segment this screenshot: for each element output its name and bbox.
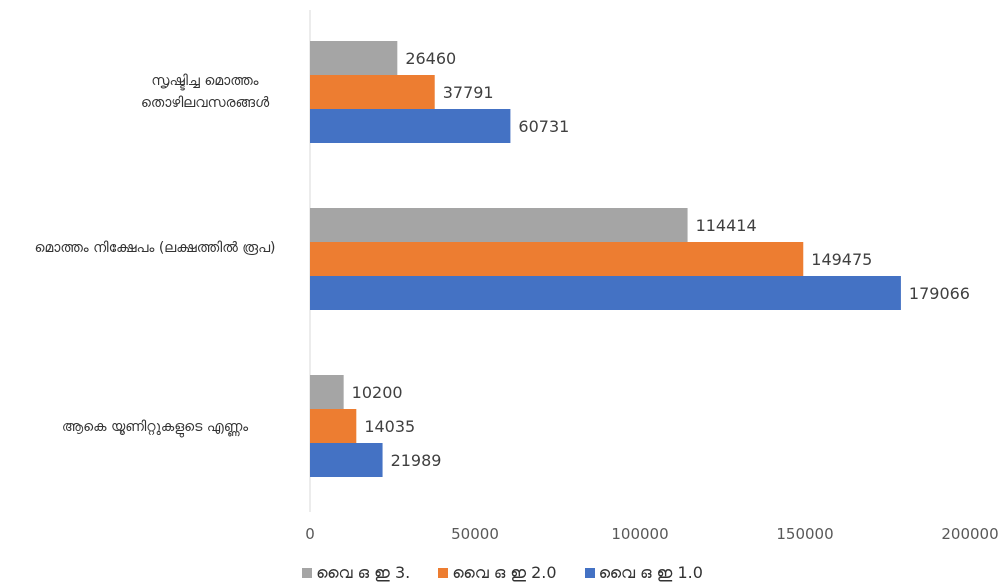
x-tick-label-2: 100000 xyxy=(611,525,668,543)
x-tick-label-3: 150000 xyxy=(776,525,833,543)
bar-1-0 xyxy=(310,208,688,242)
bar-1-2 xyxy=(310,276,901,310)
legend-swatch-yoe-1 xyxy=(584,568,595,578)
data-label-0-0: 26460 xyxy=(405,49,456,68)
data-label-2-1: 14035 xyxy=(364,417,415,436)
category-label-investment: മൊത്തം നിക്ഷേപം (ലക്ഷത്തിൽ രൂപ) xyxy=(34,240,276,256)
bar-0-1 xyxy=(310,75,435,109)
chart-legend: വൈ ഒ ഇ 3. വൈ ഒ ഇ 2.0 വൈ ഒ ഇ 1.0 xyxy=(0,562,1005,584)
x-tick-label-4: 200000 xyxy=(941,525,998,543)
legend-swatch-yoe-2 xyxy=(438,568,449,578)
x-tick-label-1: 50000 xyxy=(451,525,499,543)
category-label-units: ആകെ യൂണിറ്റുകളുടെ എണ്ണം xyxy=(61,419,249,435)
data-label-1-1: 149475 xyxy=(811,250,872,269)
data-label-2-0: 10200 xyxy=(352,383,403,402)
legend-item-yoe-1: വൈ ഒ ഇ 1.0 xyxy=(584,562,703,584)
bar-2-2 xyxy=(310,443,383,477)
data-label-0-2: 60731 xyxy=(518,117,569,136)
legend-label-yoe-1: വൈ ഒ ഇ 1.0 xyxy=(598,563,703,582)
data-label-0-1: 37791 xyxy=(443,83,494,102)
bar-0-2 xyxy=(310,109,511,143)
bar-2-1 xyxy=(310,409,357,443)
bar-1-1 xyxy=(310,242,804,276)
legend-swatch-yoe-3 xyxy=(302,568,313,578)
data-label-1-0: 114414 xyxy=(696,216,757,235)
bar-0-0 xyxy=(310,41,398,75)
bar-2-0 xyxy=(310,375,344,409)
legend-label-yoe-3: വൈ ഒ ഇ 3. xyxy=(316,563,411,582)
legend-item-yoe-2: വൈ ഒ ഇ 2.0 xyxy=(438,562,557,584)
legend-label-yoe-2: വൈ ഒ ഇ 2.0 xyxy=(452,563,557,582)
data-label-1-2: 179066 xyxy=(909,284,970,303)
data-label-2-2: 21989 xyxy=(391,451,442,470)
x-tick-label-0: 0 xyxy=(305,525,315,543)
category-label-jobs: സൃഷ്ടിച്ച മൊത്തം തൊഴിലവസരങ്ങൾ xyxy=(140,73,270,111)
legend-item-yoe-3: വൈ ഒ ഇ 3. xyxy=(302,562,410,584)
